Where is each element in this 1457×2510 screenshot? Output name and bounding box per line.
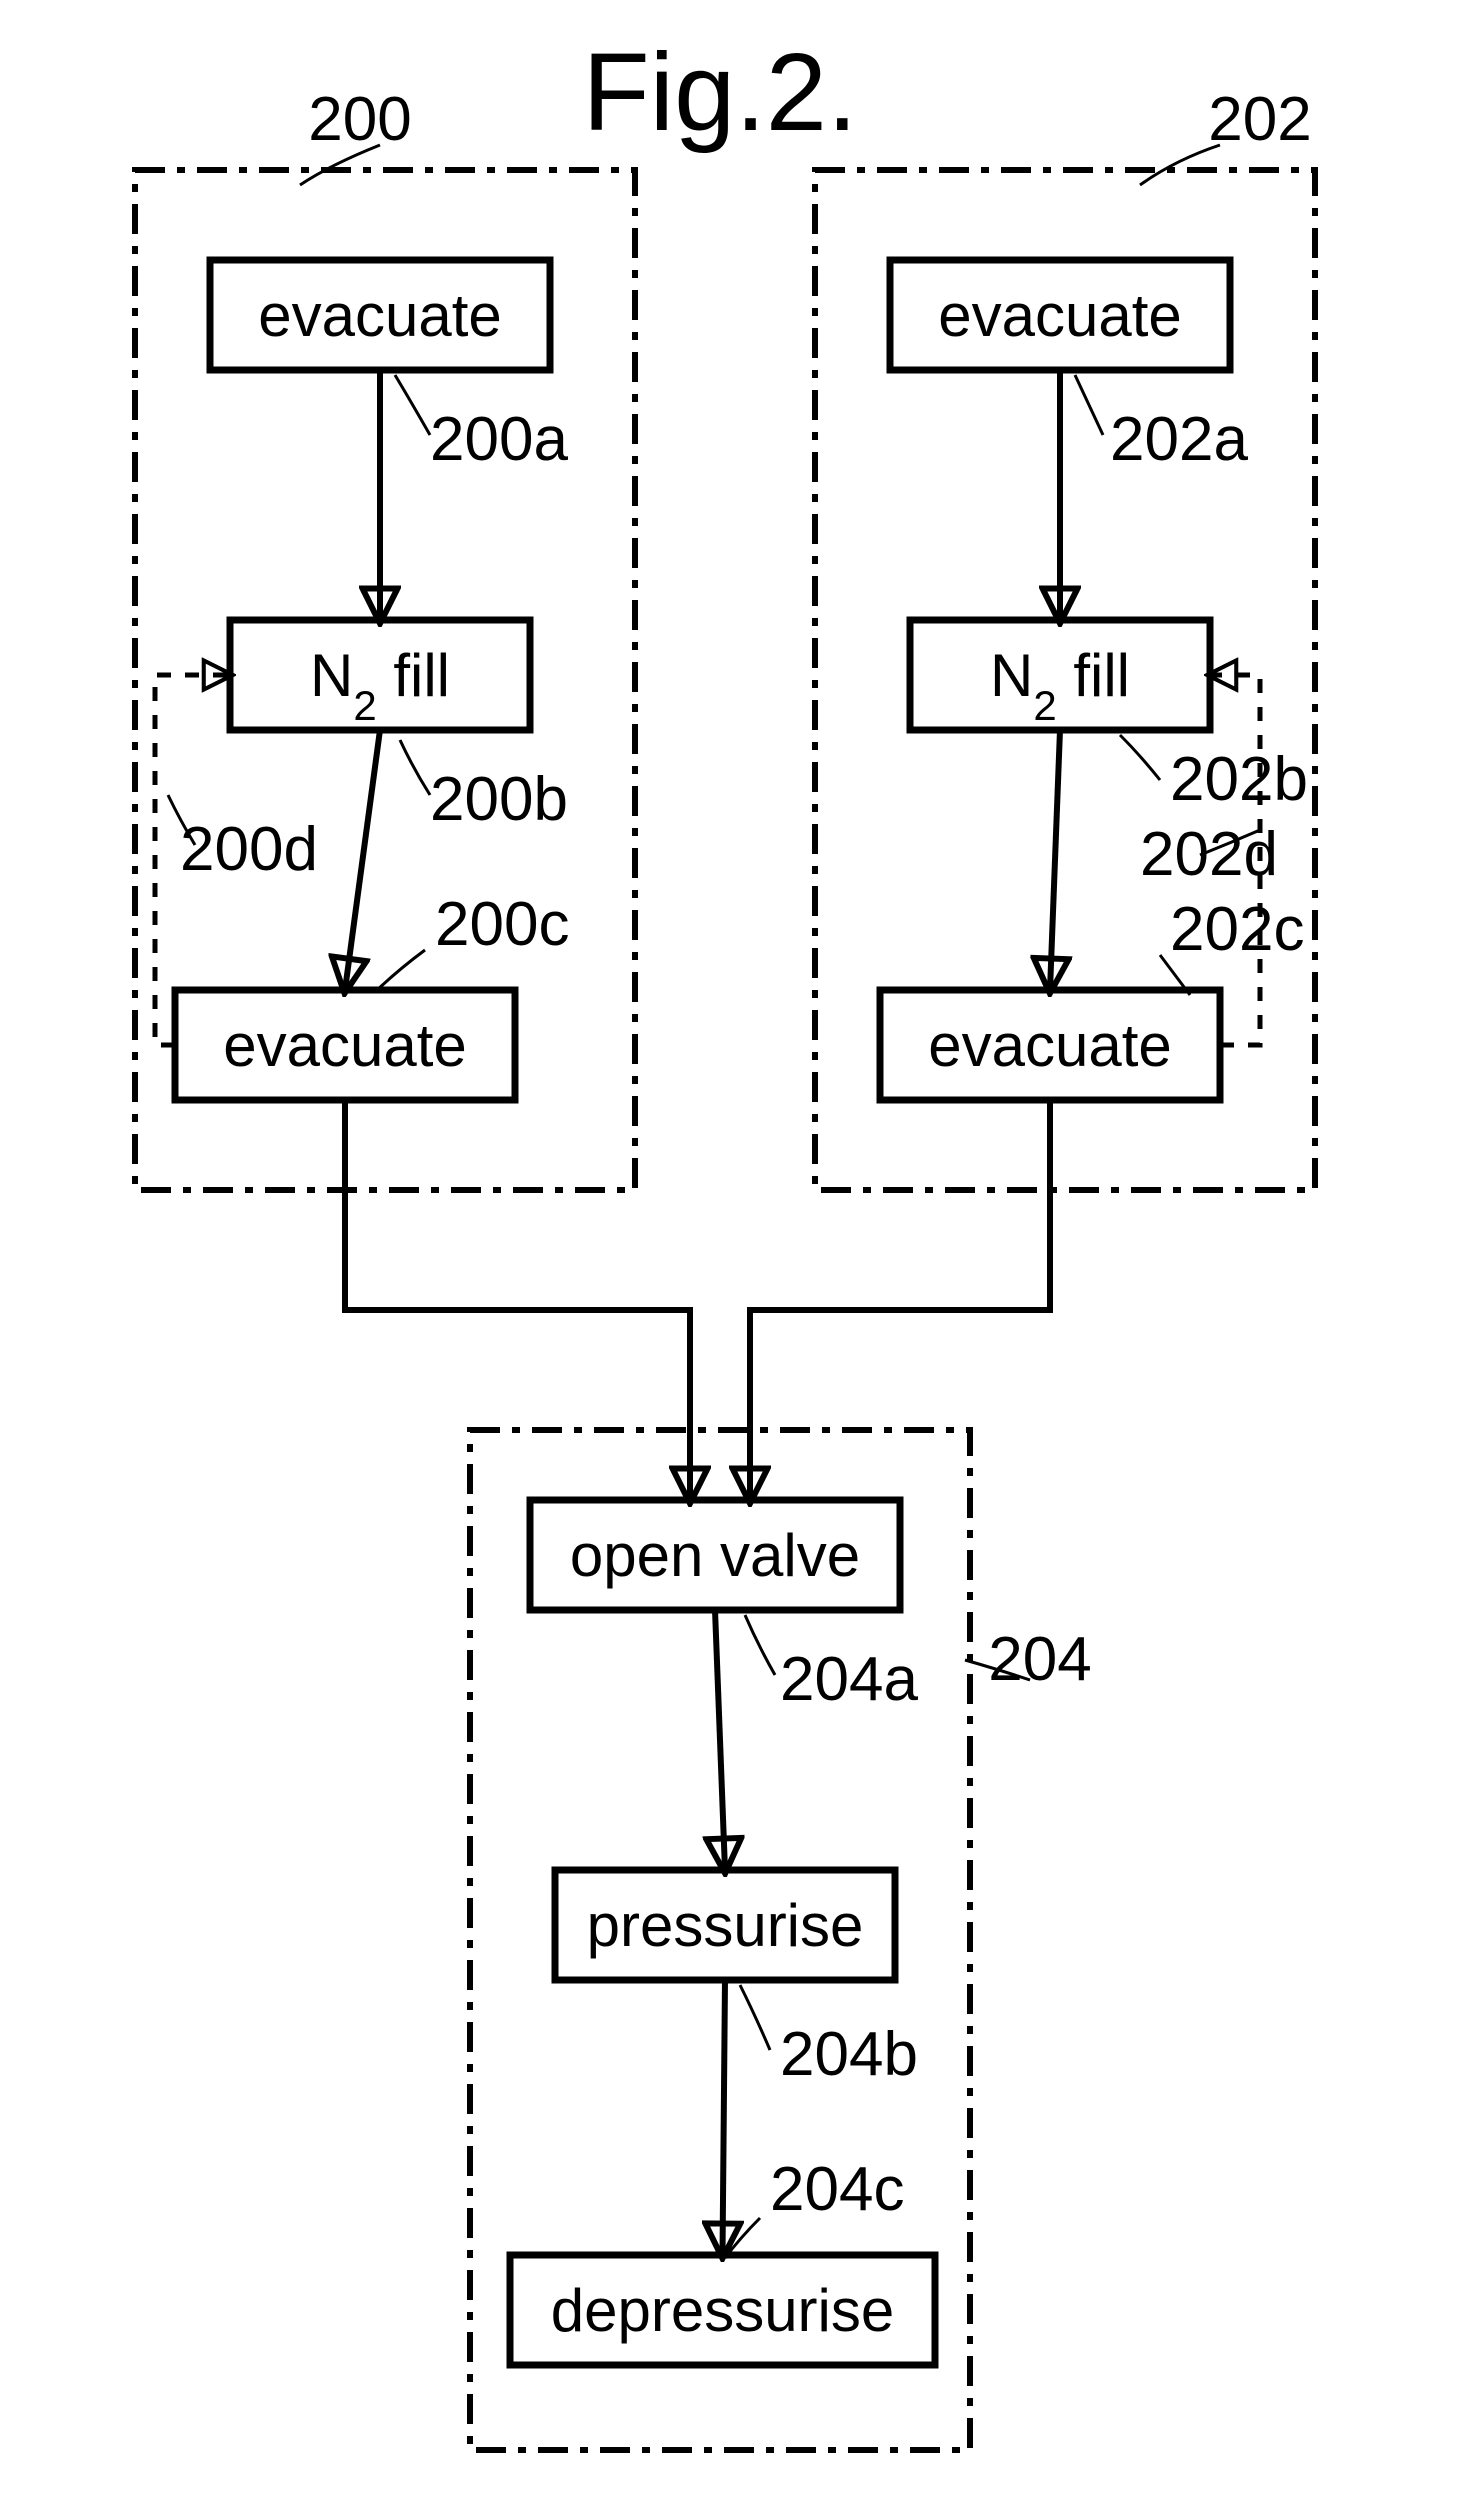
edge: [715, 1610, 725, 1870]
leader-line: [400, 740, 430, 795]
feedback-ref-200d: 200d: [180, 815, 318, 884]
merge-edge: [345, 1100, 690, 1500]
edge: [1050, 730, 1060, 990]
leader-line: [740, 1985, 770, 2050]
edge: [345, 730, 380, 990]
node-label-200c: evacuate: [223, 1012, 467, 1079]
leader-line: [395, 375, 430, 435]
group-ref-200: 200: [308, 85, 411, 154]
node-label-202a: evacuate: [938, 282, 1182, 349]
node-ref-200b: 200b: [430, 765, 568, 834]
leader-line: [1120, 735, 1160, 780]
node-ref-200c: 200c: [435, 890, 569, 959]
merge-edge: [750, 1100, 1050, 1500]
edge: [723, 1980, 726, 2255]
leader-line: [1075, 375, 1103, 435]
node-label-204a: open valve: [570, 1522, 860, 1589]
leader-line: [375, 950, 425, 992]
node-ref-202a: 202a: [1110, 405, 1248, 474]
node-ref-204a: 204a: [780, 1645, 918, 1714]
node-ref-204b: 204b: [780, 2020, 918, 2089]
node-label-200a: evacuate: [258, 282, 502, 349]
node-label-202c: evacuate: [928, 1012, 1172, 1079]
group-ref-202: 202: [1208, 85, 1311, 154]
node-label-204b: pressurise: [587, 1892, 864, 1959]
node-ref-204c: 204c: [770, 2155, 904, 2224]
leader-line: [745, 1615, 775, 1675]
figure-title: Fig.2.: [582, 31, 857, 154]
node-ref-202b: 202b: [1170, 745, 1308, 814]
node-ref-200a: 200a: [430, 405, 568, 474]
node-label-204c: depressurise: [551, 2277, 895, 2344]
node-ref-202c: 202c: [1170, 895, 1304, 964]
group-ref-204: 204: [988, 1625, 1091, 1694]
